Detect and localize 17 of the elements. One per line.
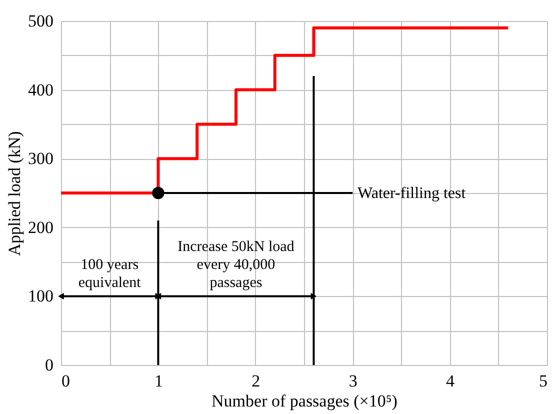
annotation: Water-filling test xyxy=(358,185,466,202)
y-tick-label: 200 xyxy=(28,218,54,237)
x-tick-label: 1 xyxy=(154,372,163,390)
y-tick-label: 300 xyxy=(28,149,54,168)
x-tick-label: 0 xyxy=(62,372,70,390)
annotation: Increase 50kN load every 40,000 passages xyxy=(178,239,295,292)
y-tick-label: 400 xyxy=(28,80,54,100)
y-axis-title: Applied load (kN) xyxy=(5,131,24,256)
x-tick-label: 2 xyxy=(252,372,260,390)
annotation: 100 years equivalent xyxy=(78,257,142,292)
x-axis-title: Number of passages (×10⁵) xyxy=(212,392,398,410)
x-tick-label: 3 xyxy=(348,372,358,390)
x-tick-label: 5 xyxy=(539,372,548,390)
y-tick-label: 0 xyxy=(45,356,54,374)
x-tick-label: 4 xyxy=(446,372,456,390)
y-tick-label: 500 xyxy=(28,12,54,30)
y-tick-label: 100 xyxy=(28,286,54,306)
